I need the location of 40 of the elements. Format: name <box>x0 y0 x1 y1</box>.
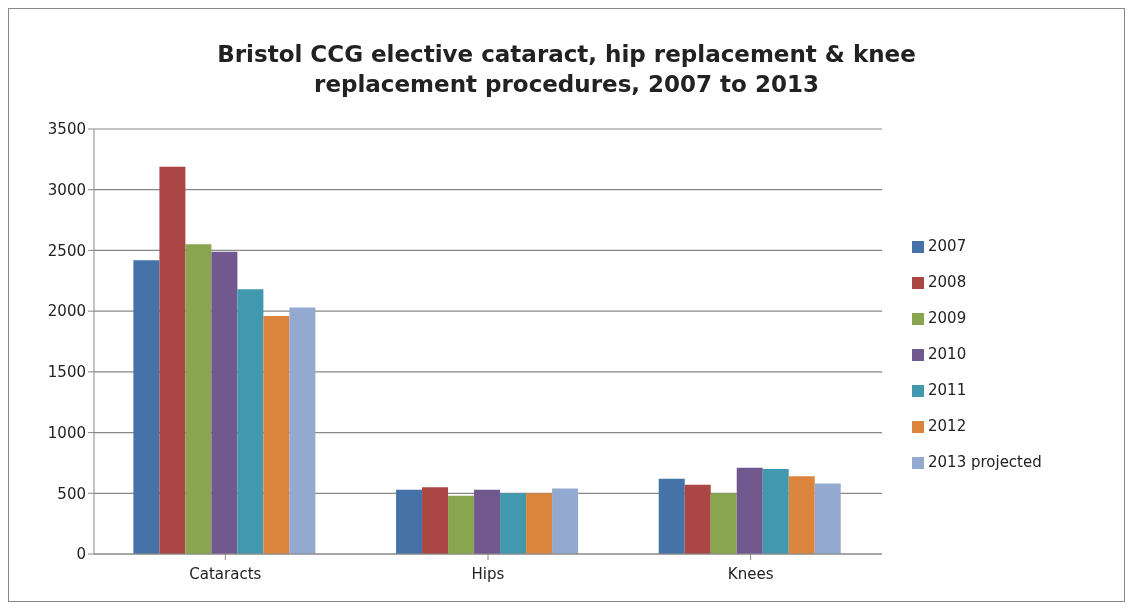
bar <box>710 493 737 554</box>
legend-label: 2013 projected <box>928 453 1042 471</box>
legend-label: 2011 <box>928 381 967 399</box>
bar <box>814 483 841 554</box>
bar <box>159 166 186 554</box>
bar <box>396 489 423 554</box>
legend-label: 2010 <box>928 345 967 363</box>
bar <box>788 476 815 554</box>
y-tick-label: 3500 <box>47 120 86 139</box>
chart-title: Bristol CCG elective cataract, hip replacement & knee replacement procedures, 2007 to 2013 <box>216 40 917 99</box>
y-tick-label: 2500 <box>47 241 86 260</box>
bar <box>526 493 553 554</box>
bar <box>289 307 316 554</box>
bar <box>133 260 160 554</box>
legend-label: 2009 <box>928 309 967 327</box>
y-tick-label: 1500 <box>47 363 86 382</box>
legend-label: 2012 <box>928 417 967 435</box>
y-tick-label: 2000 <box>47 302 86 321</box>
bar <box>474 489 501 554</box>
bar <box>500 493 527 554</box>
bar <box>736 467 763 554</box>
y-tick-label: 0 <box>76 545 86 564</box>
bar <box>448 495 475 554</box>
bar <box>552 488 579 554</box>
y-tick-label: 1000 <box>47 423 86 442</box>
bar <box>658 478 685 554</box>
bar <box>263 316 290 554</box>
legend-label: 2008 <box>928 273 967 291</box>
y-tick-label: 3000 <box>47 181 86 200</box>
bar <box>237 289 264 554</box>
x-tick-label: Knees <box>727 564 774 583</box>
y-tick-label: 500 <box>57 484 86 503</box>
bar <box>684 484 711 554</box>
bar <box>185 244 212 554</box>
x-tick-label: Hips <box>471 564 505 583</box>
bar <box>422 487 449 554</box>
x-tick-label: Cataracts <box>189 564 262 583</box>
legend-label: 2007 <box>928 237 967 255</box>
bar <box>211 251 238 554</box>
bar <box>762 469 789 554</box>
